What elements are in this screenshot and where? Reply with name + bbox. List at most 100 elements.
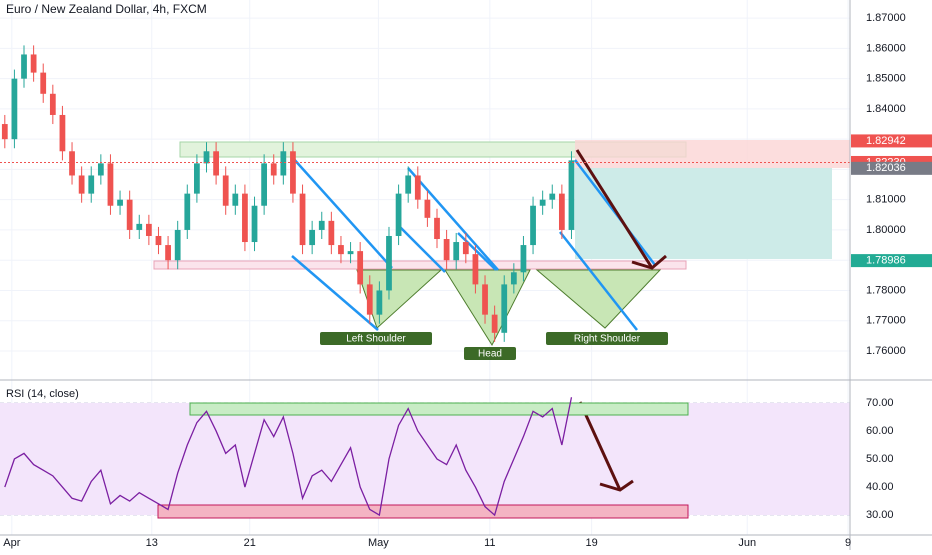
candle-body (232, 193, 239, 206)
chart-title: Euro / New Zealand Dollar, 4h, FXCM (6, 2, 207, 16)
candle-body (376, 290, 383, 315)
candle-body (510, 272, 517, 285)
candle-body (472, 254, 479, 285)
price-label: 1.82036 (866, 162, 906, 174)
y-tick-label: 40.00 (866, 481, 894, 493)
candle-body (222, 175, 229, 206)
candle-body (414, 175, 421, 200)
y-tick-label: 1.87000 (866, 12, 906, 24)
price-label-box (851, 254, 932, 268)
forecast-arrow (575, 149, 667, 492)
candle-body (174, 229, 181, 261)
y-tick-label: 30.00 (866, 509, 894, 521)
y-tick-label: 70.00 (866, 397, 894, 409)
candle-body (59, 114, 66, 152)
candle-body (280, 151, 287, 176)
y-tick-label: 60.00 (866, 425, 894, 437)
candle-body (520, 245, 527, 273)
y-tick-label: 1.77000 (866, 315, 906, 327)
rsi-title: RSI (14, close) (6, 388, 79, 400)
y-tick-label: 50.00 (866, 453, 894, 465)
candle-body (395, 193, 402, 236)
candle-body (261, 163, 268, 206)
candle-body (194, 163, 200, 194)
label-box (546, 332, 668, 345)
x-tick-label: 19 (586, 537, 598, 549)
annotation: Head (478, 349, 502, 360)
y-tick-label: 1.86000 (866, 42, 906, 54)
candle-body (78, 175, 85, 194)
candle-body (530, 205, 536, 246)
candle-body (347, 251, 354, 255)
candle-body (434, 217, 440, 240)
candle-body (558, 193, 565, 230)
candle-body (213, 151, 219, 176)
candle-body (107, 163, 114, 206)
candle-body (21, 54, 27, 79)
candle-body (126, 199, 133, 230)
candle-body (69, 151, 75, 176)
candle-body (290, 151, 296, 194)
support-zone (153, 260, 687, 270)
candle-body (366, 284, 373, 315)
candle-body (40, 72, 47, 94)
label-box (464, 347, 516, 360)
candle-body (136, 223, 143, 230)
candle-body (30, 54, 37, 73)
candle-body (491, 314, 498, 333)
candle-body (405, 175, 412, 194)
x-tick-label: 13 (146, 537, 158, 549)
candle-body (424, 199, 431, 218)
x-tick-label: Apr (3, 537, 20, 549)
target-zone (575, 168, 832, 259)
candle-body (1, 124, 8, 140)
candle-body (251, 205, 258, 243)
candle-body (11, 78, 18, 140)
price-label: 1.82942 (866, 135, 906, 147)
candle-body (568, 160, 575, 230)
candle-body (309, 229, 316, 246)
annotation: Left Shoulder (346, 334, 406, 345)
candle-body (299, 193, 306, 246)
candle-body (117, 199, 123, 206)
rsi-oversold-zone (157, 504, 689, 519)
candle-body (88, 175, 95, 194)
y-tick-label: 1.81000 (866, 194, 906, 206)
candle-body (338, 245, 344, 255)
candle-body (501, 284, 508, 333)
x-tick-label: 11 (484, 537, 495, 549)
y-tick-label: 1.84000 (866, 103, 906, 115)
candle-body (453, 242, 460, 261)
candle-body (165, 245, 171, 261)
price-label-box (851, 161, 932, 175)
price-label-box (851, 134, 932, 148)
x-tick-label: May (368, 537, 389, 549)
candle-body (145, 223, 152, 236)
y-tick-label: 1.80000 (866, 224, 906, 236)
x-tick-label: 21 (244, 537, 256, 549)
candle-body (462, 242, 469, 255)
marks (0, 45, 850, 517)
candle-body (97, 163, 104, 176)
candle-body (49, 93, 56, 115)
candle-body (270, 163, 277, 176)
candle-body (482, 284, 488, 315)
rsi-line (4, 397, 573, 517)
candle-body (443, 239, 450, 261)
stop-zone (575, 140, 850, 168)
candle-body (203, 151, 210, 164)
annotation: Right Shoulder (574, 334, 641, 345)
candle-body (357, 251, 364, 285)
candle-body (184, 193, 191, 230)
candle-body (155, 235, 162, 246)
candle-body (328, 220, 335, 246)
y-tick-label: 1.78000 (866, 284, 906, 296)
x-tick-label: 9 (845, 537, 851, 549)
right-shoulder-shape (535, 269, 662, 329)
candle-body (539, 199, 546, 206)
rsi-band (0, 403, 850, 515)
y-tick-label: 1.76000 (866, 345, 906, 357)
price-label: 1.78986 (866, 255, 906, 267)
